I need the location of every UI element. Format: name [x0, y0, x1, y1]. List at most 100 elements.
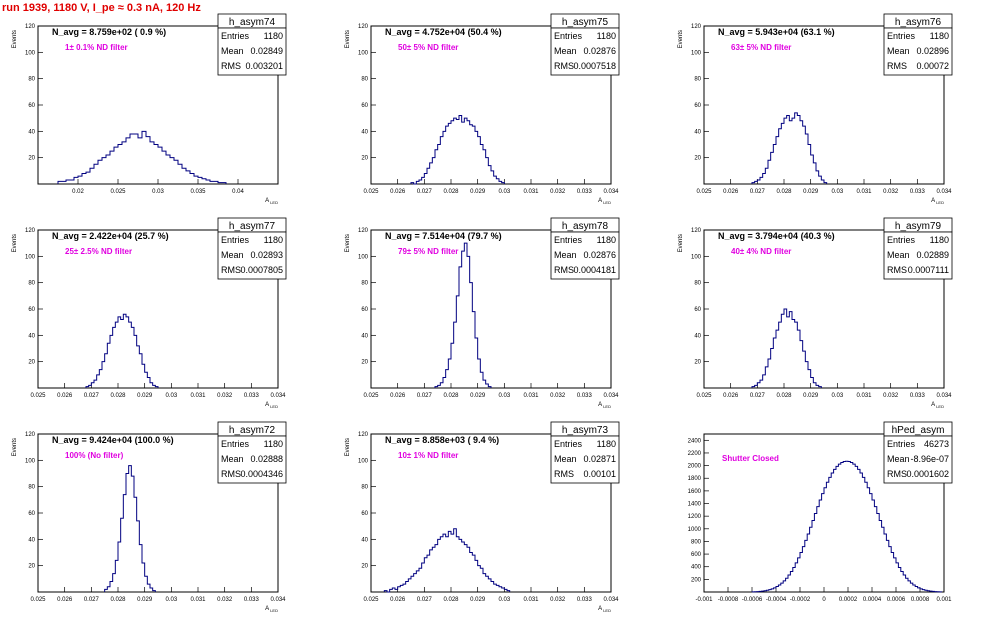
y-tick-label: 60: [361, 103, 368, 109]
x-axis-title: A LED: [265, 198, 278, 205]
y-axis-title: Events: [345, 30, 351, 48]
x-tick-label: 0.033: [910, 189, 926, 195]
y-tick-label: 80: [361, 485, 368, 491]
x-tick-label: 0.026: [57, 393, 73, 399]
x-tick-label: 0.029: [470, 597, 486, 603]
y-tick-label: 60: [694, 103, 701, 109]
stats-label: Mean: [887, 46, 910, 56]
x-tick-label: 0.033: [577, 393, 593, 399]
y-tick-label: 40: [28, 129, 35, 135]
stats-label: Mean: [554, 250, 577, 260]
stats-label: Entries: [554, 439, 583, 449]
histogram-name: h_asym75: [562, 17, 609, 28]
x-tick-label: 0.033: [910, 393, 926, 399]
y-axis-title: Events: [678, 30, 684, 48]
navg-text: N_avg = 8.759e+02 ( 0.9 %): [52, 27, 166, 37]
x-tick-label: 0.029: [137, 597, 153, 603]
x-axis-title: A LED: [931, 402, 944, 409]
x-tick-label: 0.025: [110, 189, 126, 195]
stats-value: 0.02876: [583, 46, 616, 56]
x-tick-label: 0.04: [232, 189, 244, 195]
x-tick-label: 0.028: [110, 597, 126, 603]
x-tick-label: 0.032: [550, 597, 566, 603]
y-tick-label: 60: [361, 511, 368, 517]
x-tick-label: 0.034: [936, 393, 952, 399]
x-tick-label: 0.033: [244, 393, 260, 399]
histogram-name: h_asym78: [562, 221, 609, 232]
y-tick-label: 120: [691, 228, 702, 234]
x-tick-label: 0.026: [390, 189, 406, 195]
y-tick-label: 120: [25, 228, 36, 234]
x-tick-label: 0.029: [470, 189, 486, 195]
stats-box: [217, 231, 287, 280]
y-tick-label: 100: [25, 254, 36, 260]
histogram-line: [104, 465, 156, 592]
filter-annotation: 63± 5% ND filter: [731, 43, 791, 52]
x-tick-label: 0.028: [776, 393, 792, 399]
y-tick-label: 20: [28, 156, 35, 162]
y-tick-label: 20: [28, 360, 35, 366]
stats-box: [883, 27, 953, 76]
x-axis-title: A LED: [598, 198, 611, 205]
x-tick-label: 0.034: [936, 189, 952, 195]
x-tick-label: 0.03: [831, 393, 843, 399]
run-title: run 1939, 1180 V, I_pe ≈ 0.3 nA, 120 Hz: [2, 2, 201, 14]
x-tick-label: 0.031: [190, 393, 206, 399]
histogram-name: h_asym74: [229, 17, 276, 28]
y-axis-title: Events: [345, 234, 351, 252]
y-tick-label: 120: [358, 432, 369, 438]
stats-label: Mean: [554, 454, 577, 464]
y-axis-title: Events: [12, 30, 18, 48]
y-tick-label: 1200: [688, 514, 702, 520]
y-axis-title: Events: [12, 438, 18, 456]
y-tick-label: 20: [28, 564, 35, 570]
y-tick-label: 800: [691, 539, 702, 545]
y-tick-label: 60: [28, 511, 35, 517]
y-tick-label: 40: [28, 333, 35, 339]
stats-label: RMS: [554, 469, 574, 479]
x-tick-label: 0.029: [803, 189, 819, 195]
x-tick-label: 0.027: [417, 189, 433, 195]
y-tick-label: 1600: [688, 489, 702, 495]
stats-value: 1180: [264, 439, 283, 449]
stats-value: 1180: [930, 235, 949, 245]
pad-h_asym76: 0.025 0.026 0.027 0.028 0.029 0.03 0.031 0.032 0…: [678, 13, 953, 205]
histogram-line: [434, 242, 492, 388]
x-tick-label: 0.03: [498, 393, 510, 399]
navg-text: N_avg = 9.424e+04 (100.0 %): [52, 435, 174, 445]
y-tick-label: 40: [361, 333, 368, 339]
y-tick-label: 20: [361, 360, 368, 366]
y-tick-label: 2000: [688, 464, 702, 470]
x-tick-label: 0.0008: [911, 597, 930, 603]
pad-h_asym78: 0.025 0.026 0.027 0.028 0.029 0.03 0.031 0.032 0…: [345, 217, 620, 409]
x-tick-label: 0.033: [244, 597, 260, 603]
x-tick-label: 0.028: [443, 189, 459, 195]
histogram-line: [57, 130, 227, 184]
x-tick-label: 0.031: [523, 393, 539, 399]
y-tick-label: 200: [691, 577, 702, 583]
y-tick-label: 20: [361, 156, 368, 162]
x-tick-label: 0.034: [603, 597, 619, 603]
x-tick-label: 0.031: [523, 597, 539, 603]
x-tick-label: 0.034: [270, 393, 286, 399]
x-tick-label: 0.032: [550, 393, 566, 399]
y-tick-label: 80: [28, 77, 35, 83]
histogram-line: [85, 313, 159, 388]
stats-label: Mean: [887, 454, 910, 464]
x-tick-label: 0.032: [217, 597, 233, 603]
stats-box: [550, 435, 620, 484]
navg-text: N_avg = 8.858e+03 ( 9.4 %): [385, 435, 499, 445]
stats-label: Mean: [887, 250, 910, 260]
y-tick-label: 60: [694, 307, 701, 313]
y-tick-label: 2200: [688, 451, 702, 457]
stats-box: [883, 435, 953, 484]
navg-text: N_avg = 7.514e+04 (79.7 %): [385, 231, 502, 241]
y-tick-label: 60: [28, 103, 35, 109]
y-axis-title: Events: [12, 234, 18, 252]
y-axis-title: Events: [345, 438, 351, 456]
x-tick-label: 0.026: [390, 597, 406, 603]
stats-value: 1180: [597, 31, 616, 41]
x-tick-label: 0.027: [750, 189, 766, 195]
filter-annotation: 40± 4% ND filter: [731, 247, 791, 256]
x-tick-label: 0.03: [165, 393, 177, 399]
